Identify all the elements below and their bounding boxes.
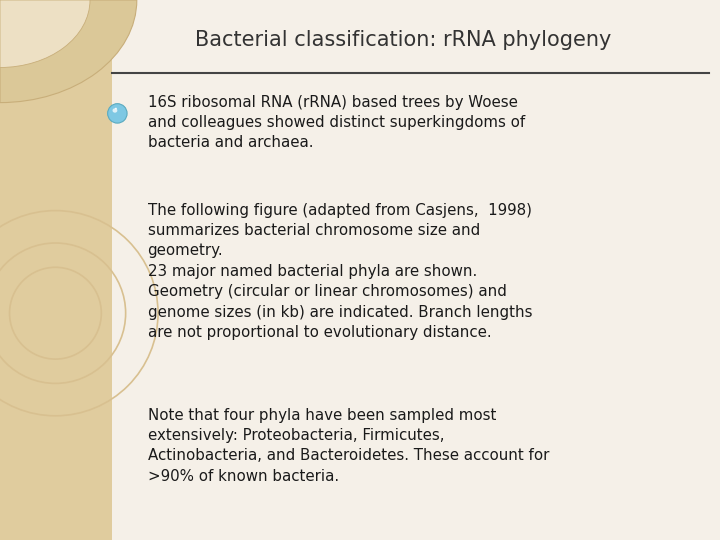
- Ellipse shape: [112, 109, 117, 113]
- Wedge shape: [0, 0, 90, 68]
- Text: The following figure (adapted from Casjens,  1998)
summarizes bacterial chromoso: The following figure (adapted from Casje…: [148, 202, 532, 340]
- Text: Note that four phyla have been sampled most
extensively: Proteobacteria, Firmicu: Note that four phyla have been sampled m…: [148, 408, 549, 484]
- Text: 16S ribosomal RNA (rRNA) based trees by Woese
and colleagues showed distinct sup: 16S ribosomal RNA (rRNA) based trees by …: [148, 94, 525, 150]
- Wedge shape: [0, 0, 137, 103]
- Text: Bacterial classification: rRNA phylogeny: Bacterial classification: rRNA phylogeny: [195, 30, 611, 50]
- Bar: [0, 0, 112, 540]
- Ellipse shape: [108, 104, 127, 123]
- Ellipse shape: [115, 107, 117, 110]
- Bar: [112, 0, 720, 540]
